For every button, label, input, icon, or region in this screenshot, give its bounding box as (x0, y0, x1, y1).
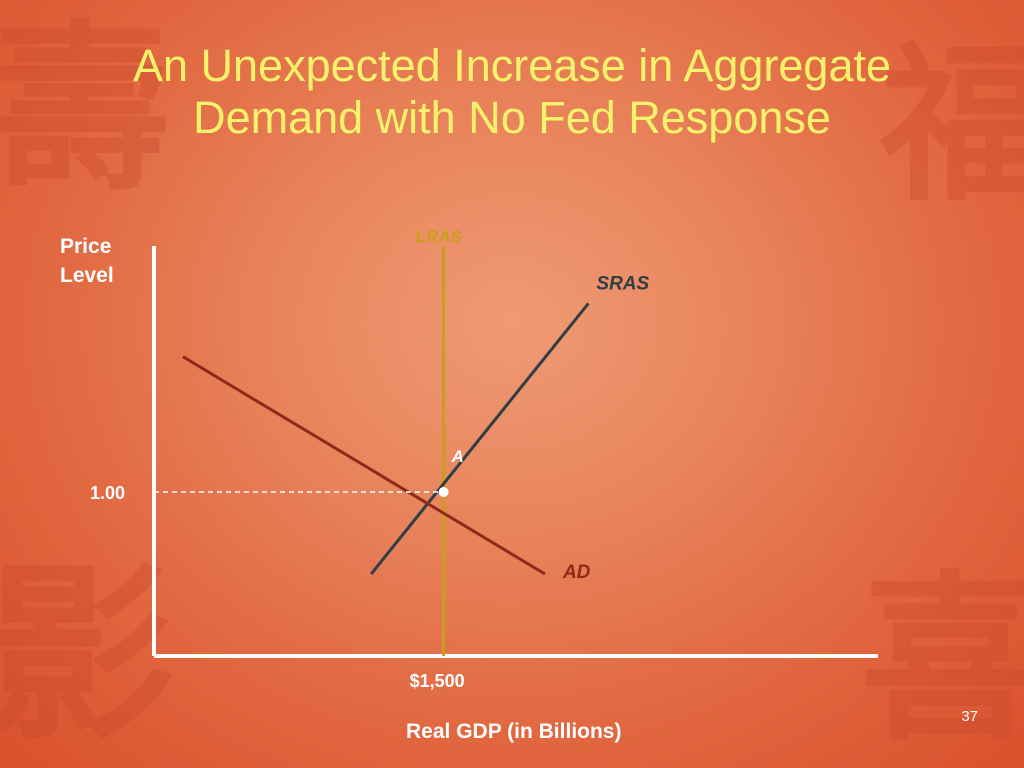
ad-line (182, 355, 546, 576)
x-axis-label: Real GDP (in Billions) (406, 720, 622, 743)
ad-label: AD (562, 562, 591, 583)
equilibrium-point (438, 487, 449, 497)
y-axis-label: Price Level (60, 235, 114, 287)
decorative-seal-bottom-left: 影 (0, 543, 176, 766)
decorative-seal-bottom-right: 喜 (860, 554, 1024, 765)
decorative-seal-top-right: 福 (880, 25, 1024, 225)
sras-label: SRAS (596, 273, 649, 294)
slide-title: An Unexpected Increase in Aggregate Dema… (132, 40, 891, 143)
slide-number: 37 (961, 708, 978, 725)
point-label-a: A (451, 447, 464, 466)
decorative-seal-top-left: 壽 (0, 4, 171, 215)
sras-line (370, 302, 590, 575)
x-tick-label: $1,500 (410, 671, 465, 691)
y-tick-label: 1.00 (90, 483, 125, 503)
lras-label: LRAS (416, 227, 463, 246)
